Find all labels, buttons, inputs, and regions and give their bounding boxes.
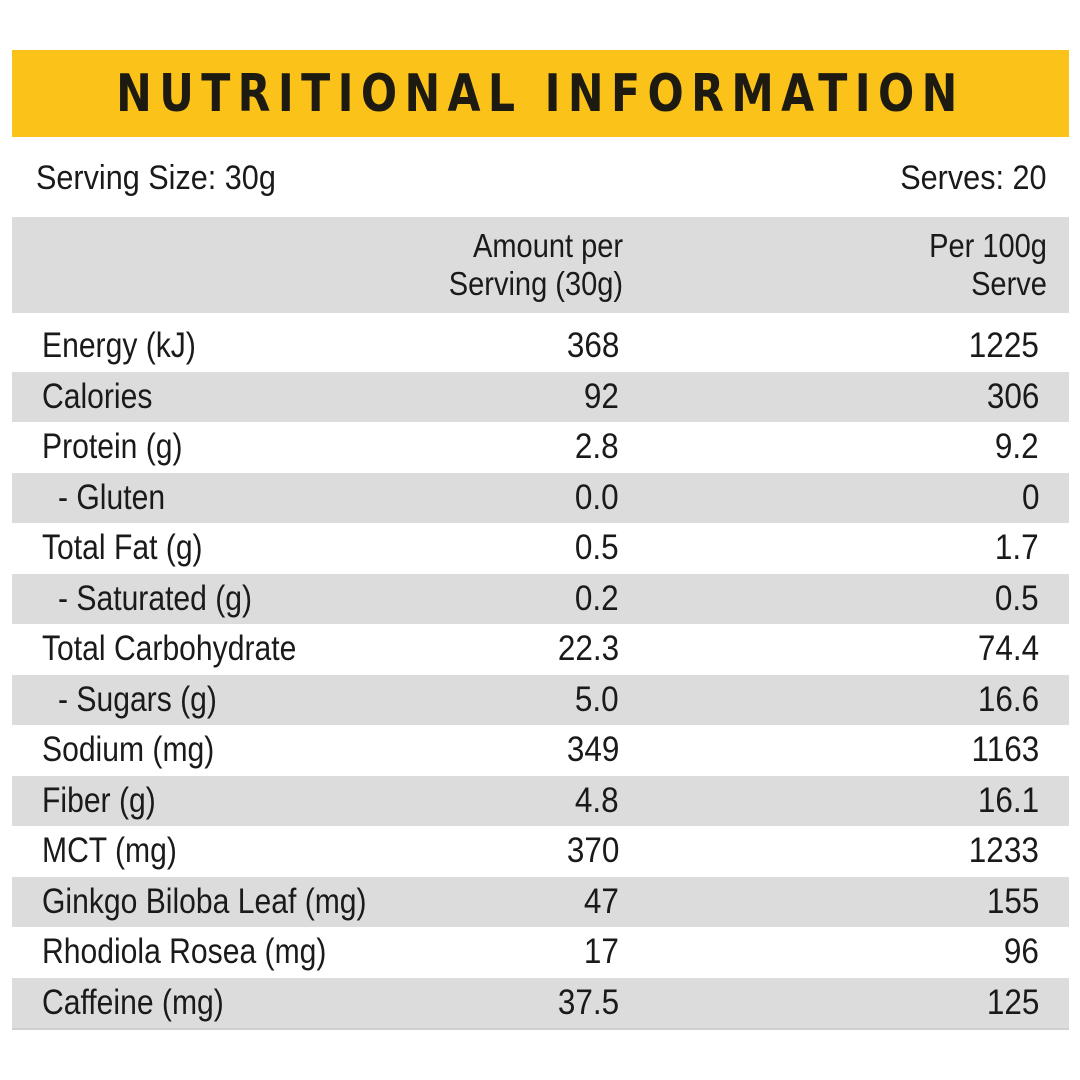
per-100g-value: 74.4 <box>977 629 1039 668</box>
table-row: - Sugars (g) 5.0 16.6 <box>12 674 1069 725</box>
table-row: Rhodiola Rosea (mg) 17 96 <box>12 927 1069 978</box>
page-title: NUTRITIONAL INFORMATION <box>116 63 965 124</box>
column-header-per-100g-line2: Serve <box>971 265 1047 302</box>
per-100g-value: 155 <box>986 881 1039 921</box>
per-100g-value: 306 <box>986 376 1039 416</box>
nutrient-name: Sodium (mg) <box>42 730 215 769</box>
per-100g-value: 0 <box>1021 477 1039 517</box>
table-row: Sodium (mg) 349 1163 <box>12 725 1069 776</box>
per-serving-value: 47 <box>583 881 619 921</box>
per-serving-value: 0.5 <box>575 528 619 567</box>
serves-label: Serves: 20 <box>900 159 1047 197</box>
per-100g-value: 96 <box>1003 932 1039 971</box>
per-100g-value: 1163 <box>971 730 1039 769</box>
nutrient-name: - Gluten <box>58 477 166 517</box>
table-row: - Saturated (g) 0.2 0.5 <box>12 573 1069 624</box>
per-100g-value: 1225 <box>968 326 1039 365</box>
nutrient-name: Rhodiola Rosea (mg) <box>42 932 327 971</box>
per-100g-value: 9.2 <box>995 427 1039 466</box>
per-serving-value: 22.3 <box>557 629 619 668</box>
nutrient-name: Protein (g) <box>42 427 183 466</box>
nutrient-name: - Saturated (g) <box>58 578 253 618</box>
per-serving-value: 37.5 <box>557 982 619 1022</box>
table-row: Fiber (g) 4.8 16.1 <box>12 775 1069 826</box>
table-row: MCT (mg) 370 1233 <box>12 826 1069 877</box>
per-100g-value: 0.5 <box>995 578 1039 618</box>
per-serving-value: 349 <box>566 730 619 769</box>
table-row: - Gluten 0.0 0 <box>12 472 1069 523</box>
nutrition-panel: NUTRITIONAL INFORMATION Serving Size: 30… <box>12 50 1069 1030</box>
per-100g-value: 125 <box>986 982 1039 1022</box>
nutrient-name: Fiber (g) <box>42 780 156 820</box>
nutrient-name: Energy (kJ) <box>42 326 196 365</box>
per-100g-value: 16.1 <box>977 780 1039 820</box>
serving-size-label: Serving Size: 30g <box>36 159 276 197</box>
nutrient-name: Caffeine (mg) <box>42 982 224 1022</box>
column-header-per-100g: Per 100g Serve <box>929 227 1047 303</box>
per-serving-value: 4.8 <box>575 780 619 820</box>
serving-info-row: Serving Size: 30g Serves: 20 <box>12 137 1069 217</box>
title-banner: NUTRITIONAL INFORMATION <box>12 50 1069 137</box>
table-row: Energy (kJ) 368 1225 <box>12 321 1069 372</box>
table-bottom-divider <box>12 1028 1069 1030</box>
per-serving-value: 17 <box>583 932 619 971</box>
nutrient-name: Total Carbohydrate <box>42 629 297 668</box>
per-serving-value: 0.2 <box>575 578 619 618</box>
per-serving-value: 2.8 <box>575 427 619 466</box>
nutrient-name: Ginkgo Biloba Leaf (mg) <box>42 881 367 921</box>
per-serving-value: 370 <box>566 831 619 870</box>
table-row: Total Fat (g) 0.5 1.7 <box>12 523 1069 574</box>
nutrient-name: Total Fat (g) <box>42 528 203 567</box>
table-header: Amount per Serving (30g) Per 100g Serve <box>12 217 1069 313</box>
per-100g-value: 16.6 <box>977 679 1039 719</box>
column-header-per-serving: Amount per Serving (30g) <box>449 227 623 303</box>
nutrient-name: Calories <box>42 376 153 416</box>
nutrient-name: MCT (mg) <box>42 831 177 870</box>
per-serving-value: 368 <box>566 326 619 365</box>
column-header-per-100g-line1: Per 100g <box>929 227 1047 264</box>
table-row: Ginkgo Biloba Leaf (mg) 47 155 <box>12 876 1069 927</box>
table-row: Calories 92 306 <box>12 371 1069 422</box>
per-serving-value: 0.0 <box>575 477 619 517</box>
per-100g-value: 1233 <box>968 831 1039 870</box>
per-100g-value: 1.7 <box>995 528 1039 567</box>
column-header-per-serving-line2: Serving (30g) <box>448 265 623 302</box>
nutrient-name: - Sugars (g) <box>58 679 217 719</box>
per-serving-value: 92 <box>583 376 619 416</box>
per-serving-value: 5.0 <box>575 679 619 719</box>
table-row: Protein (g) 2.8 9.2 <box>12 422 1069 473</box>
nutrition-table-body: Energy (kJ) 368 1225 Calories 92 306 Pro… <box>12 321 1069 1028</box>
table-row: Total Carbohydrate 22.3 74.4 <box>12 624 1069 675</box>
table-row: Caffeine (mg) 37.5 125 <box>12 977 1069 1028</box>
column-header-per-serving-line1: Amount per <box>472 227 623 264</box>
